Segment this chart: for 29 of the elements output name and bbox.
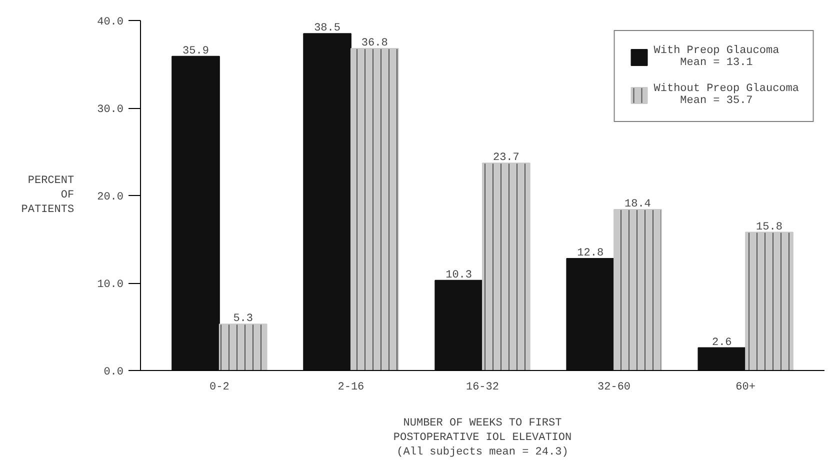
bar bbox=[303, 33, 352, 370]
data-label: 35.9 bbox=[182, 45, 209, 58]
bar bbox=[566, 258, 615, 370]
data-label: 10.3 bbox=[446, 269, 472, 282]
bar bbox=[434, 280, 483, 370]
data-label: 23.7 bbox=[492, 152, 520, 164]
x-tick-label: 16-32 bbox=[466, 382, 500, 394]
bar bbox=[698, 347, 746, 370]
y-tick-label: 10.0 bbox=[97, 279, 124, 291]
y-tick-label: 0.0 bbox=[104, 366, 124, 378]
y-axis-title: PERCENT OF PATIENTS bbox=[21, 175, 74, 216]
y-tick-label: 40.0 bbox=[97, 16, 124, 28]
x-tick-label: 2-16 bbox=[338, 382, 364, 394]
data-label: 12.8 bbox=[577, 248, 604, 260]
data-label: 38.5 bbox=[314, 22, 340, 35]
x-tick-label: 0-2 bbox=[210, 382, 230, 394]
legend-label: Without Preop Glaucoma Mean = 35.7 bbox=[654, 83, 799, 107]
data-label: 5.3 bbox=[233, 313, 254, 326]
x-tick-label: 60+ bbox=[736, 382, 756, 394]
data-label: 18.4 bbox=[624, 198, 652, 210]
legend-label: With Preop Glaucoma Mean = 13.1 bbox=[654, 45, 780, 69]
data-label: 15.8 bbox=[756, 221, 782, 234]
data-label: 36.8 bbox=[361, 38, 388, 50]
data-label: 2.6 bbox=[712, 336, 732, 349]
x-axis-title: NUMBER OF WEEKS TO FIRST POSTOPERATIVE IOL ELEVATION (All subjects mean = 24.3) bbox=[393, 418, 572, 458]
y-tick-label: 30.0 bbox=[97, 104, 124, 116]
y-tick-label: 20.0 bbox=[97, 192, 124, 204]
bar bbox=[172, 56, 220, 370]
x-tick-label: 32-60 bbox=[598, 382, 631, 394]
